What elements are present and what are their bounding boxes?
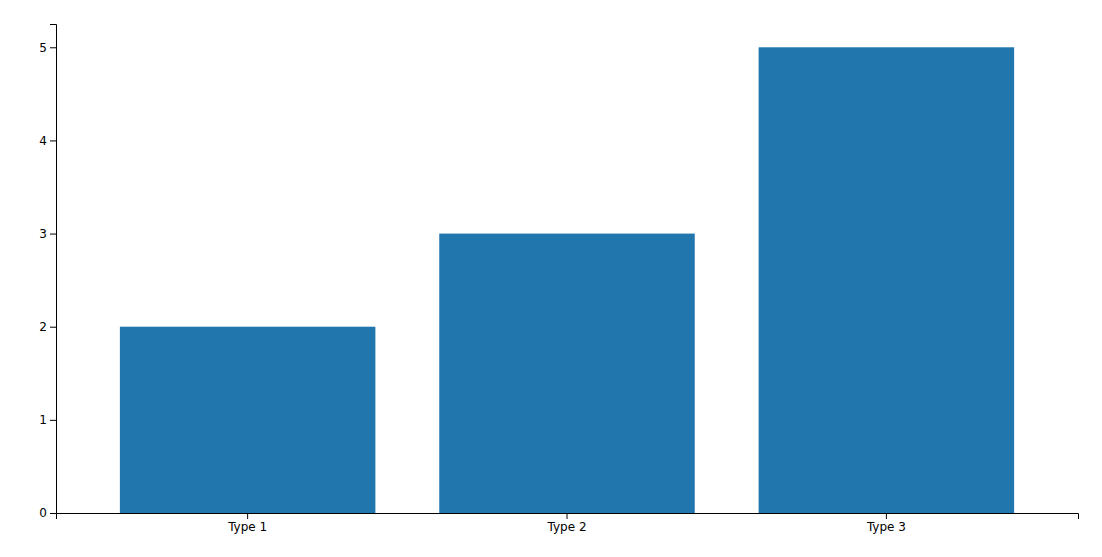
y-tick-mark xyxy=(50,420,56,421)
bar xyxy=(439,234,695,513)
x-tick: Type 3 xyxy=(866,513,906,534)
y-tick-label: 4 xyxy=(39,134,47,148)
bars xyxy=(120,47,1014,513)
y-axis: 0 1 2 3 4 5 xyxy=(39,25,56,521)
y-tick-label: 2 xyxy=(39,320,47,334)
y-tick: 0 xyxy=(39,506,56,520)
y-tick: 2 xyxy=(39,320,56,334)
x-tick: Type 2 xyxy=(546,513,586,534)
x-tick: Type 1 xyxy=(227,513,267,534)
y-tick-label: 5 xyxy=(39,41,47,55)
x-axis: Type 1 Type 2 Type 3 xyxy=(57,513,1079,534)
chart-svg: 0 1 2 3 4 5 Type 1 Type 2 Type 3 xyxy=(0,0,1102,557)
y-tick: 5 xyxy=(39,41,56,55)
x-tick-label: Type 3 xyxy=(866,520,906,534)
x-axis-line xyxy=(57,514,1079,520)
y-tick-label: 1 xyxy=(39,413,47,427)
y-tick-mark xyxy=(50,327,56,328)
chart-container: 0 1 2 3 4 5 Type 1 Type 2 Type 3 xyxy=(0,0,1102,557)
x-tick-mark xyxy=(247,513,248,519)
y-axis-line xyxy=(50,25,57,514)
y-tick-mark xyxy=(50,47,56,48)
y-tick-label: 0 xyxy=(39,506,47,520)
bar xyxy=(120,327,376,513)
x-tick-label: Type 2 xyxy=(546,520,586,534)
y-tick: 4 xyxy=(39,134,56,148)
x-tick-mark xyxy=(886,513,887,519)
y-tick-mark xyxy=(50,234,56,235)
x-tick-label: Type 1 xyxy=(227,520,267,534)
bar xyxy=(759,47,1015,513)
y-tick-mark xyxy=(50,513,56,514)
x-tick-mark xyxy=(567,513,568,519)
y-tick: 3 xyxy=(39,227,56,241)
plot-area: 0 1 2 3 4 5 Type 1 Type 2 Type 3 xyxy=(39,25,1078,534)
y-tick-label: 3 xyxy=(39,227,47,241)
y-tick: 1 xyxy=(39,413,56,427)
y-tick-mark xyxy=(50,140,56,141)
